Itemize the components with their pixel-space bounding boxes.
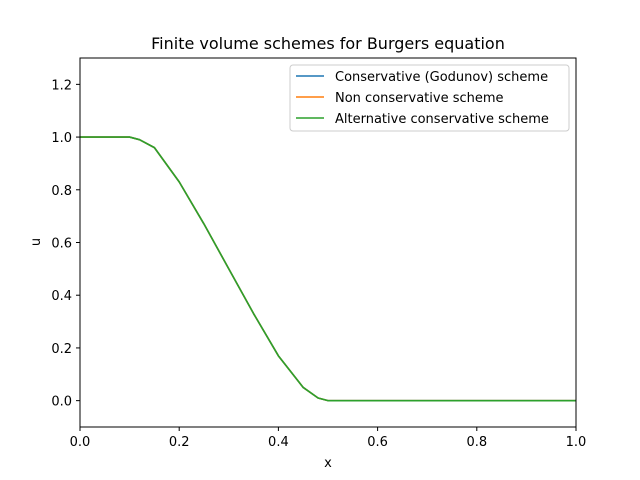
y-tick-label: 1.2 [51, 78, 72, 93]
series-layer [80, 136, 576, 402]
x-tick-label: 0.6 [367, 435, 388, 450]
x-tick-label: 0.8 [466, 435, 487, 450]
x-axis-label: x [324, 456, 332, 471]
series-line-3 [80, 136, 576, 402]
x-tick-label: 0.4 [268, 435, 289, 450]
y-tick-label: 0.6 [51, 237, 72, 252]
x-tick-label: 1.0 [566, 435, 587, 450]
x-tick-label: 0.2 [169, 435, 190, 450]
y-tick-label: 1.0 [51, 131, 72, 146]
y-tick-label: 0.2 [51, 342, 72, 357]
x-tick-label: 0.0 [70, 435, 91, 450]
chart-title: Finite volume schemes for Burgers equati… [151, 34, 505, 53]
legend-box [289, 64, 570, 132]
y-tick-label: 0.4 [51, 289, 72, 304]
y-tick-label: 0.0 [51, 395, 72, 410]
legend-label-3: Alternative conservative scheme [335, 112, 549, 127]
legend: Conservative (Godunov) scheme Non conserv… [289, 64, 570, 132]
axes-layer: 0.0 0.2 0.4 0.6 0.8 1.0 0.0 0.2 0.4 0.6 0.8 1.0 1.2 [51, 57, 587, 450]
y-axis-label: u [29, 238, 44, 246]
legend-label-1: Conservative (Godunov) scheme [335, 70, 548, 85]
y-tick-label: 0.8 [51, 184, 72, 199]
legend-label-2: Non conservative scheme [335, 91, 504, 106]
